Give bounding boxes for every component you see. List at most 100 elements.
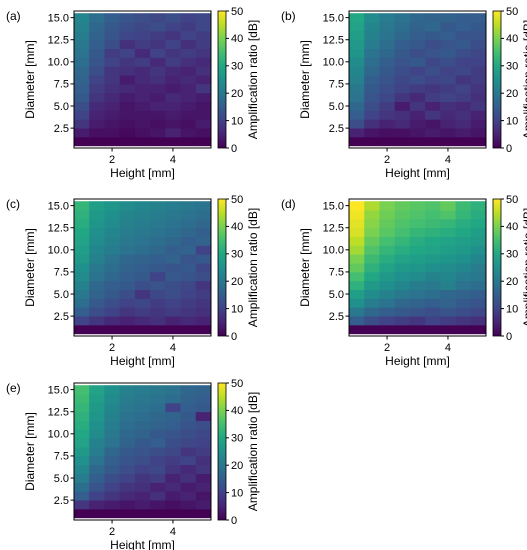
x-tick-label: 2 bbox=[109, 526, 115, 538]
heatmap-cell bbox=[89, 464, 105, 474]
heatmap-cell bbox=[134, 289, 151, 299]
heatmap-cell bbox=[180, 429, 197, 439]
heatmap-cell bbox=[119, 201, 136, 211]
heatmap-cell bbox=[409, 136, 426, 147]
heatmap-cell bbox=[180, 464, 197, 474]
y-tick-label: 15.0 bbox=[48, 384, 69, 396]
heatmap-cell bbox=[470, 263, 487, 273]
heatmap-cell bbox=[425, 119, 441, 129]
heatmap-cell bbox=[195, 491, 212, 501]
heatmap-cell bbox=[409, 30, 426, 41]
heatmap-cell bbox=[89, 254, 105, 264]
heatmap-cell bbox=[150, 57, 166, 67]
heatmap-cell bbox=[364, 298, 380, 308]
heatmap-cell bbox=[180, 438, 197, 448]
heatmap-cell bbox=[440, 57, 456, 67]
heatmap-cell bbox=[180, 491, 197, 501]
heatmap-cell bbox=[150, 394, 166, 404]
x-tick-label: 4 bbox=[445, 154, 451, 166]
heatmap-cell bbox=[394, 316, 411, 326]
heatmap-cell bbox=[470, 298, 487, 308]
heatmap-cell bbox=[455, 110, 472, 120]
heatmap-cell bbox=[379, 263, 396, 273]
heatmap-cell bbox=[165, 218, 181, 229]
heatmap-cell bbox=[134, 385, 151, 395]
y-tick-label: 2.5 bbox=[54, 123, 69, 135]
heatmap-cell bbox=[150, 402, 166, 413]
heatmap-cell bbox=[455, 271, 472, 282]
heatmap-cell bbox=[349, 13, 365, 23]
heatmap-cell bbox=[394, 119, 411, 129]
heatmap-cell bbox=[74, 263, 90, 273]
heatmap-cell bbox=[409, 307, 426, 317]
heatmap-cell bbox=[180, 316, 197, 326]
heatmap-cell bbox=[470, 83, 487, 94]
heatmap-cell bbox=[119, 83, 136, 94]
heatmap-cell bbox=[425, 48, 441, 58]
heatmap-cell bbox=[349, 110, 365, 120]
colorbar-tick-label: 50 bbox=[231, 194, 243, 206]
heatmap-cell bbox=[74, 136, 90, 147]
heatmap-cell bbox=[74, 402, 90, 413]
heatmap-cell bbox=[104, 263, 121, 273]
heatmap-cell bbox=[150, 75, 166, 85]
heatmap-cell bbox=[180, 411, 197, 421]
heatmap-cell bbox=[74, 491, 90, 501]
heatmap-cell bbox=[349, 227, 365, 237]
heatmap-cell bbox=[89, 455, 105, 466]
heatmap-cell bbox=[165, 411, 181, 421]
heatmap-cell bbox=[89, 227, 105, 237]
heatmap-cell bbox=[89, 119, 105, 129]
heatmap-cell bbox=[394, 30, 411, 41]
heatmap-cell bbox=[89, 39, 105, 49]
heatmap-cell bbox=[349, 236, 365, 246]
colorbar-label: Amplification ratio [dB] bbox=[246, 208, 260, 327]
heatmap-cell bbox=[425, 39, 441, 49]
heatmap-cell bbox=[150, 473, 166, 483]
heatmap-cell bbox=[409, 83, 426, 94]
colorbar-label: Amplification ratio [dB] bbox=[246, 20, 260, 139]
heatmap-cell bbox=[409, 227, 426, 237]
heatmap-cell bbox=[119, 508, 136, 519]
heatmap-cell bbox=[379, 271, 396, 282]
heatmap-cell bbox=[409, 324, 426, 335]
heatmap-cell bbox=[425, 13, 441, 23]
heatmap-cell bbox=[74, 411, 90, 421]
heatmap-cell bbox=[89, 385, 105, 395]
heatmap-cell bbox=[150, 491, 166, 501]
heatmap-cell bbox=[89, 324, 105, 335]
heatmap-cell bbox=[104, 500, 121, 510]
heatmap-cell bbox=[180, 402, 197, 413]
heatmap-cell bbox=[409, 13, 426, 23]
colorbar-tick-label: 20 bbox=[231, 88, 243, 100]
heatmap-cell bbox=[180, 39, 197, 49]
heatmap-cell bbox=[349, 39, 365, 49]
heatmap-cell bbox=[134, 110, 151, 120]
heatmap-cell bbox=[440, 22, 456, 32]
heatmap-cell bbox=[150, 128, 166, 138]
heatmap-cell bbox=[455, 75, 472, 85]
heatmap-cell bbox=[195, 280, 212, 290]
heatmap-cell bbox=[134, 473, 151, 483]
heatmap-cell bbox=[119, 119, 136, 129]
colorbar-tick-label: 20 bbox=[506, 88, 518, 100]
heatmap-cell bbox=[134, 83, 151, 94]
heatmap-cell bbox=[394, 271, 411, 282]
heatmap-cell bbox=[409, 128, 426, 138]
heatmap-cell bbox=[150, 136, 166, 147]
heatmap-cell bbox=[165, 83, 181, 94]
heatmap-cell bbox=[364, 92, 380, 102]
heatmap-cell bbox=[134, 500, 151, 510]
heatmap-cell bbox=[364, 201, 380, 211]
y-tick-label: 12.5 bbox=[323, 35, 344, 47]
heatmap-cell bbox=[364, 254, 380, 264]
heatmap-cell bbox=[394, 128, 411, 138]
heatmap-cell bbox=[104, 57, 121, 67]
heatmap-cell bbox=[349, 128, 365, 138]
heatmap-cell bbox=[409, 110, 426, 120]
heatmap-cell bbox=[409, 263, 426, 273]
colorbar-tick-label: 20 bbox=[506, 276, 518, 288]
heatmap-cell bbox=[379, 136, 396, 147]
heatmap-cell bbox=[165, 263, 181, 273]
heatmap-cell bbox=[364, 101, 380, 111]
